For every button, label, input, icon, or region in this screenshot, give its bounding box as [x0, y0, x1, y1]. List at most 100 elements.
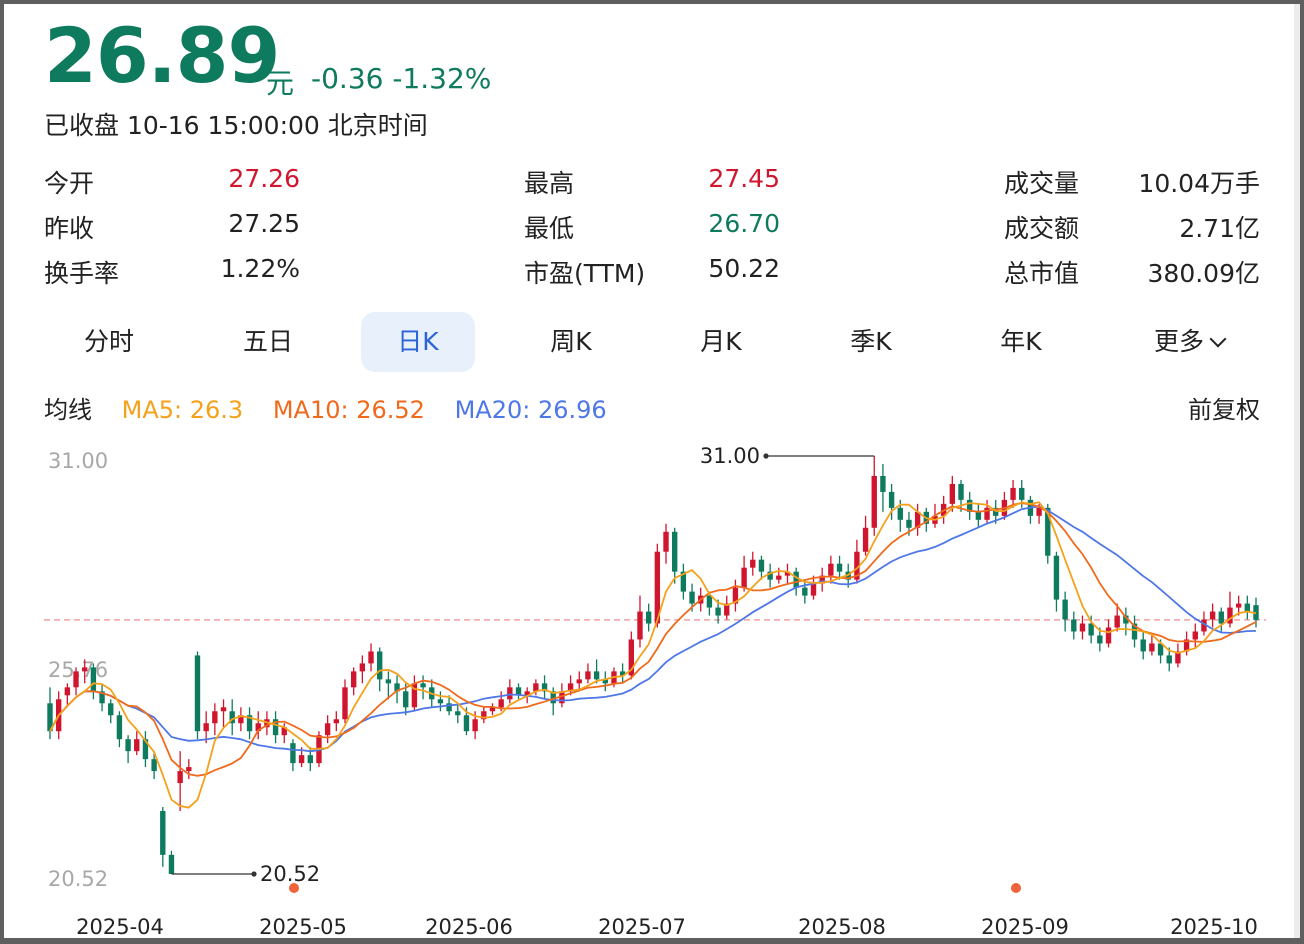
stat-high-value: 27.45 [708, 164, 780, 193]
candle [125, 735, 131, 764]
candle [324, 715, 331, 744]
candle [810, 575, 817, 600]
candle [758, 555, 765, 580]
x-axis: 2025-04 2025-05 2025-06 2025-07 2025-08 2025-… [76, 915, 1258, 938]
x-tick-label: 2025-04 [76, 915, 164, 938]
candle [507, 679, 513, 704]
stat-amount-label: 成交额 [1004, 214, 1080, 243]
candle [576, 671, 582, 692]
tab-more-label: 更多 [1153, 327, 1204, 356]
tab-five-day[interactable]: 五日 [242, 327, 293, 356]
candle [177, 751, 183, 811]
stat-pe-value: 50.22 [708, 254, 780, 283]
candle [541, 675, 548, 700]
candle [1079, 615, 1086, 640]
candle [628, 631, 634, 680]
candle [1114, 603, 1120, 632]
stat-turnover-value: 1.22% [220, 254, 300, 283]
candle [1071, 611, 1077, 640]
stat-open-label: 今开 [44, 169, 95, 198]
candle [619, 663, 626, 684]
candle [515, 683, 522, 700]
candle [880, 463, 886, 512]
candle [212, 703, 218, 736]
candle [966, 491, 973, 520]
candle [455, 703, 461, 724]
stock-quote-card: 26.89 元 -0.36 -1.32% 已收盘 10-16 15:00:00 … [4, 4, 1294, 938]
x-tick-label: 2025-06 [425, 915, 513, 938]
scrollbar[interactable] [1294, 4, 1300, 938]
event-marker[interactable] [289, 883, 299, 893]
candle [160, 806, 166, 867]
tab-daily-k[interactable]: 日K [361, 312, 475, 372]
candle [741, 555, 747, 592]
candle [368, 643, 374, 672]
candle [246, 707, 253, 740]
candle [437, 691, 444, 712]
candle [750, 551, 756, 576]
candle [645, 603, 652, 632]
stat-volume-label: 成交量 [1004, 169, 1080, 198]
candle [767, 563, 773, 588]
candle [99, 683, 105, 712]
candle [238, 707, 244, 732]
price-change: -0.36 -1.32% [311, 62, 491, 95]
max-pointer-dot [763, 453, 769, 459]
candle [567, 675, 574, 696]
x-tick-label: 2025-08 [798, 915, 886, 938]
ma-lines [49, 501, 1257, 809]
x-tick-label: 2025-09 [981, 915, 1069, 938]
ma-title: 均线 [44, 396, 92, 424]
candle [1123, 607, 1129, 636]
candle [411, 675, 418, 712]
candle [481, 707, 487, 724]
candle [1053, 551, 1060, 612]
candle [203, 711, 209, 744]
ma10-label: MA10: 26.52 [272, 396, 425, 424]
candle [64, 683, 71, 708]
candle [958, 479, 964, 512]
max-price-label: 31.00 [700, 444, 760, 468]
candle [272, 711, 279, 744]
candle [290, 739, 296, 772]
tab-weekly-k[interactable]: 周K [550, 327, 592, 356]
candle [1218, 607, 1224, 632]
ma-legend: 均线 MA5: 26.3 MA10: 26.52 MA20: 26.96 [44, 390, 629, 425]
x-tick-label: 2025-07 [598, 915, 686, 938]
price-unit: 元 [266, 67, 295, 100]
tab-yearly-k[interactable]: 年K [1000, 327, 1042, 356]
candle [90, 663, 97, 700]
candle [914, 503, 921, 536]
candle [194, 651, 201, 740]
market-status: 已收盘 10-16 15:00:00 北京时间 [44, 111, 428, 140]
stat-mktcap-label: 总市值 [1004, 259, 1080, 288]
ma5-label: MA5: 26.3 [121, 396, 244, 424]
tab-more[interactable]: 更多 [1124, 312, 1254, 372]
candle [802, 579, 808, 604]
tab-quarterly-k[interactable]: 季K [850, 327, 892, 356]
tab-intraday[interactable]: 分时 [83, 327, 134, 356]
y-tick-label: 20.52 [48, 867, 108, 891]
stat-low-value: 26.70 [708, 209, 780, 238]
candle [888, 483, 895, 520]
candle [836, 555, 843, 580]
candle [255, 711, 261, 740]
candle [1149, 635, 1155, 656]
stat-volume-value: 10.04万手 [1138, 169, 1260, 198]
candle [828, 555, 834, 584]
candle [229, 699, 235, 736]
candle [420, 675, 426, 700]
stat-amount-value: 2.71亿 [1179, 214, 1260, 243]
event-marker[interactable] [1011, 883, 1021, 893]
candle [871, 456, 877, 536]
candle [1244, 595, 1251, 620]
candle [1131, 615, 1138, 648]
tab-monthly-k[interactable]: 月K [700, 327, 742, 356]
candle [533, 679, 539, 696]
candle [108, 699, 114, 724]
stat-open-value: 27.26 [228, 164, 300, 193]
candle [168, 850, 175, 874]
candle [593, 659, 600, 684]
adjust-mode-button[interactable]: 前复权 [1188, 396, 1260, 424]
